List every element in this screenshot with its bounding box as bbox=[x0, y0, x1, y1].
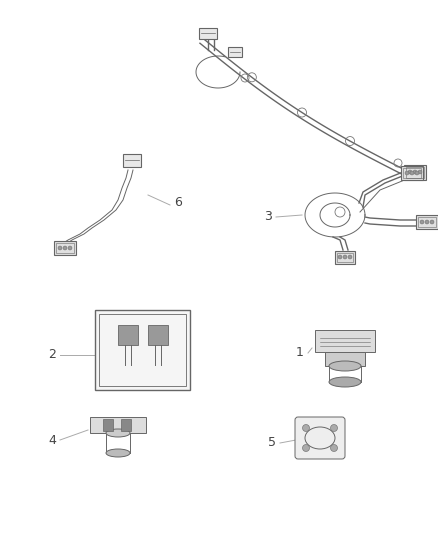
Text: 1: 1 bbox=[296, 346, 304, 359]
Circle shape bbox=[331, 445, 338, 451]
Bar bbox=[337, 253, 353, 262]
Bar bbox=[403, 168, 421, 178]
Circle shape bbox=[408, 170, 412, 174]
Circle shape bbox=[413, 170, 417, 174]
Bar bbox=[123, 154, 141, 166]
Circle shape bbox=[331, 424, 338, 432]
Circle shape bbox=[343, 255, 347, 259]
Bar bbox=[335, 251, 355, 263]
Bar bbox=[199, 28, 217, 38]
Bar bbox=[315, 330, 375, 352]
Ellipse shape bbox=[106, 429, 130, 437]
Bar bbox=[56, 243, 74, 253]
Bar bbox=[416, 215, 438, 229]
Bar bbox=[118, 325, 138, 345]
Circle shape bbox=[418, 170, 422, 174]
Bar bbox=[148, 325, 168, 345]
Circle shape bbox=[405, 171, 409, 175]
Text: 4: 4 bbox=[48, 433, 56, 447]
Bar bbox=[325, 352, 365, 366]
Text: 6: 6 bbox=[174, 197, 182, 209]
Bar bbox=[406, 166, 424, 177]
Ellipse shape bbox=[106, 449, 130, 457]
Circle shape bbox=[58, 246, 62, 250]
Circle shape bbox=[420, 220, 424, 224]
Text: 2: 2 bbox=[48, 349, 56, 361]
Bar bbox=[401, 166, 423, 180]
Circle shape bbox=[410, 171, 414, 175]
Bar bbox=[90, 417, 146, 433]
Bar bbox=[54, 241, 76, 255]
Circle shape bbox=[348, 255, 352, 259]
Ellipse shape bbox=[329, 377, 361, 387]
Circle shape bbox=[425, 220, 429, 224]
Circle shape bbox=[303, 445, 310, 451]
Ellipse shape bbox=[329, 361, 361, 371]
Circle shape bbox=[63, 246, 67, 250]
Bar bbox=[95, 310, 190, 390]
Circle shape bbox=[415, 171, 419, 175]
Bar bbox=[99, 314, 186, 386]
Bar bbox=[404, 165, 426, 180]
Text: 5: 5 bbox=[268, 437, 276, 449]
Bar bbox=[418, 217, 436, 227]
Bar bbox=[121, 419, 131, 431]
Circle shape bbox=[68, 246, 72, 250]
Circle shape bbox=[430, 220, 434, 224]
FancyBboxPatch shape bbox=[295, 417, 345, 459]
Bar bbox=[228, 47, 242, 57]
Text: 3: 3 bbox=[264, 211, 272, 223]
Circle shape bbox=[338, 255, 342, 259]
Bar bbox=[103, 419, 113, 431]
Circle shape bbox=[303, 424, 310, 432]
